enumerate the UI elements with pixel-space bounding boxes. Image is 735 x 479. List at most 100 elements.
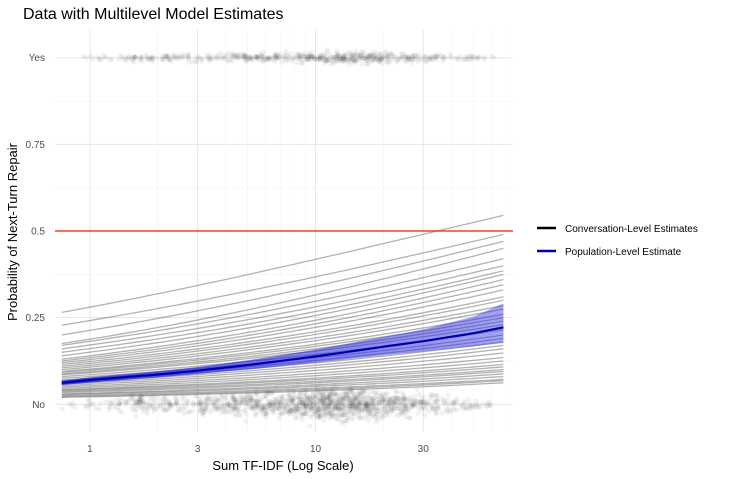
observation-point <box>311 53 317 60</box>
observation-point <box>299 401 306 407</box>
observation-point <box>270 407 276 414</box>
observation-point <box>337 53 343 59</box>
observation-point <box>317 406 323 412</box>
observation-point <box>295 407 302 413</box>
observation-point <box>315 406 321 413</box>
observation-point <box>263 58 270 64</box>
observation-point <box>342 411 348 418</box>
observation-point <box>279 399 285 406</box>
observation-point <box>400 396 406 402</box>
observation-point <box>107 57 113 63</box>
observation-point <box>373 55 379 61</box>
observation-point <box>218 50 224 56</box>
observation-point <box>327 390 333 397</box>
observation-point <box>304 393 310 399</box>
observation-point <box>339 397 346 404</box>
observation-point <box>335 406 341 412</box>
observation-point <box>302 410 308 416</box>
observation-point <box>203 406 210 412</box>
observation-point <box>434 52 440 58</box>
observation-point <box>364 403 370 410</box>
observation-point <box>242 55 248 61</box>
observation-point <box>362 404 368 411</box>
observation-point <box>350 402 356 408</box>
observation-point <box>308 381 314 387</box>
observation-point <box>180 55 186 61</box>
observation-point <box>365 402 371 408</box>
observation-point <box>272 399 278 405</box>
observation-point <box>292 55 298 61</box>
observation-point <box>399 411 406 417</box>
observation-point <box>357 391 364 397</box>
observation-point <box>330 61 337 67</box>
observation-point <box>405 405 411 411</box>
observation-point <box>388 51 394 57</box>
population-estimate-band <box>61 303 504 385</box>
observation-point <box>342 389 348 395</box>
observation-point <box>365 403 371 409</box>
observation-point <box>346 399 352 405</box>
observation-point <box>305 54 312 60</box>
observation-point <box>477 405 483 411</box>
observation-point <box>427 55 433 61</box>
observation-point <box>364 57 370 63</box>
observation-point <box>303 57 309 63</box>
observation-point <box>412 56 419 62</box>
observation-point <box>439 395 445 402</box>
observation-point <box>171 54 177 60</box>
observation-point <box>338 55 344 62</box>
observation-point <box>248 395 254 401</box>
observation-point <box>417 399 424 405</box>
observation-point <box>314 409 320 415</box>
observation-point <box>362 55 368 61</box>
observation-point <box>280 397 286 403</box>
observation-point <box>291 396 297 402</box>
population-draw-line <box>61 340 504 386</box>
observation-point <box>418 402 424 408</box>
observation-point <box>398 408 404 414</box>
observation-point <box>225 408 231 414</box>
observation-point <box>356 412 362 418</box>
observation-point <box>376 390 382 396</box>
observation-point <box>258 405 264 412</box>
observation-point <box>239 393 245 400</box>
observation-point <box>369 414 375 420</box>
conversation-line <box>61 375 504 396</box>
conversation-line <box>61 380 504 398</box>
observation-point <box>281 406 287 413</box>
observation-point <box>233 413 239 419</box>
observation-point <box>316 380 323 386</box>
observation-point <box>249 406 256 412</box>
observation-point <box>172 394 178 400</box>
observation-point <box>349 416 355 422</box>
observation-point <box>334 53 340 59</box>
observation-point <box>254 390 260 396</box>
observation-point <box>334 401 340 407</box>
observation-point <box>242 396 248 402</box>
observation-point <box>402 53 408 59</box>
observation-point <box>265 56 271 62</box>
observation-point <box>305 54 311 60</box>
observation-point <box>340 54 346 60</box>
observation-point <box>365 52 372 58</box>
observation-point <box>385 400 391 406</box>
observation-point <box>144 410 150 416</box>
observation-point <box>365 56 372 62</box>
observation-point <box>301 393 307 400</box>
observation-point <box>308 406 314 412</box>
observation-point <box>361 415 367 421</box>
observation-point <box>85 397 91 404</box>
observation-point <box>407 415 413 421</box>
observation-point <box>351 57 357 63</box>
observation-point <box>433 409 439 416</box>
observation-point <box>356 400 362 406</box>
observation-point <box>359 61 365 67</box>
observation-point <box>98 56 104 62</box>
observation-point <box>453 396 459 402</box>
observation-point <box>247 398 253 404</box>
observation-point <box>163 53 170 60</box>
observation-point <box>320 405 327 411</box>
observation-point <box>324 57 330 63</box>
observation-point <box>314 385 320 391</box>
observation-point <box>223 391 229 397</box>
